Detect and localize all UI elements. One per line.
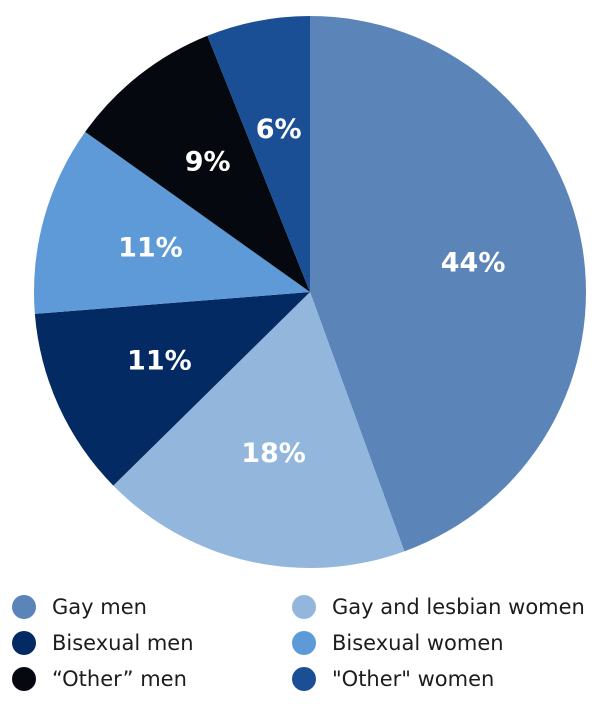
- pie-slice-bisexual-women: [33, 131, 310, 314]
- slice-value-label: 6%: [256, 114, 302, 145]
- pie-slice-gay-men: [310, 16, 586, 552]
- legend-swatch: [292, 667, 316, 691]
- slice-value-label: 9%: [185, 146, 231, 177]
- legend-label: Gay and lesbian women: [332, 595, 585, 619]
- legend-label: Bisexual men: [52, 631, 194, 655]
- slice-value-label: 11%: [118, 232, 183, 263]
- legend-swatch: [292, 631, 316, 655]
- slice-value-label: 11%: [127, 345, 192, 376]
- slice-value-label: 18%: [241, 438, 306, 469]
- pie-slice-gay-and-lesbian-women: [113, 292, 405, 568]
- legend-label: Gay men: [52, 595, 147, 619]
- legend-item-bisexual-women: Bisexual women: [292, 628, 504, 658]
- pie-slice-bisexual-men: [34, 292, 311, 486]
- pie-slice-other-men: [85, 35, 311, 293]
- legend-item-other-women: "Other" women: [292, 664, 494, 694]
- legend-item-gay-and-lesbian-women: Gay and lesbian women: [292, 592, 585, 622]
- legend-label: “Other” men: [52, 667, 187, 691]
- legend-swatch: [12, 667, 36, 691]
- legend-swatch: [12, 631, 36, 655]
- legend-swatch: [292, 595, 316, 619]
- legend-item-bisexual-men: Bisexual men: [12, 628, 194, 658]
- legend-item-gay-men: Gay men: [12, 592, 147, 622]
- legend: Gay men Gay and lesbian women Bisexual m…: [0, 592, 611, 704]
- legend-item-other-men: “Other” men: [12, 664, 187, 694]
- slice-value-label: 44%: [441, 248, 506, 279]
- legend-swatch: [12, 595, 36, 619]
- legend-label: "Other" women: [332, 667, 495, 691]
- pie-chart: 44% 18% 11% 11% 9% 6%: [33, 16, 586, 568]
- pie-slice-other-women: [207, 16, 310, 292]
- legend-label: Bisexual women: [332, 631, 504, 655]
